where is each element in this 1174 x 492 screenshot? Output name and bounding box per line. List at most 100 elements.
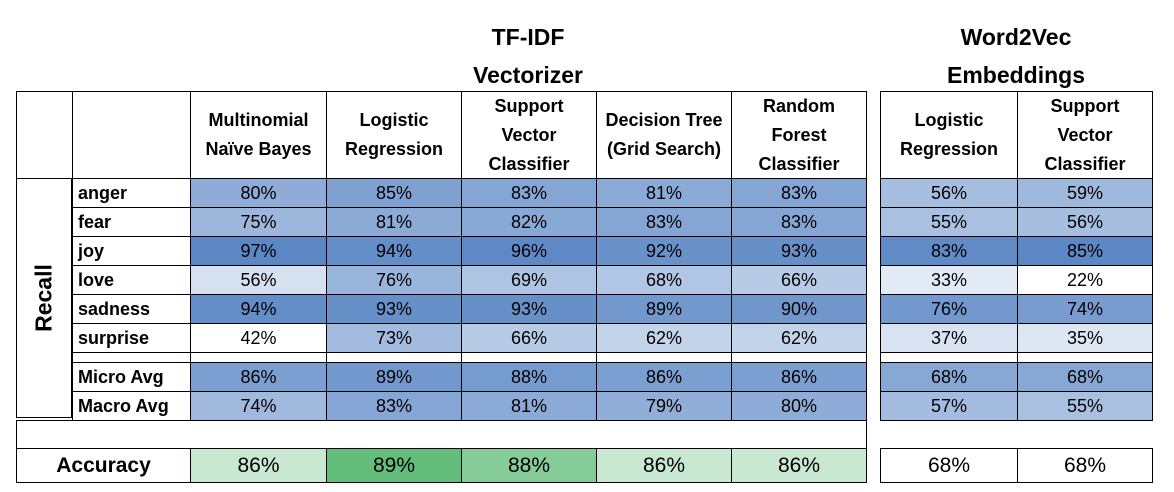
recall-row-anger-value: 56% xyxy=(880,178,1018,208)
recall-row-fear-label: fear xyxy=(72,207,191,237)
recall-row-love-value: 22% xyxy=(1017,265,1153,295)
accuracy-value: 68% xyxy=(1017,448,1153,483)
recall-row-surprise-value: 35% xyxy=(1017,323,1153,353)
column-header: Random Forest Classifier xyxy=(731,91,867,179)
avg-row-1-value: 74% xyxy=(190,391,327,421)
column-header-line: Decision Tree xyxy=(605,110,723,130)
header-corner-recall xyxy=(16,91,73,179)
recall-row-love-value: 76% xyxy=(326,265,462,295)
recall-row-anger-value: 80% xyxy=(190,178,327,208)
word2vec-header-line-2: Embeddings xyxy=(946,62,1085,88)
avg-row-0-value: 88% xyxy=(461,362,597,392)
recall-row-fear-value: 82% xyxy=(461,207,597,237)
column-header-line: Naïve Bayes xyxy=(205,139,312,159)
recall-row-anger-value: 59% xyxy=(1017,178,1153,208)
recall-row-surprise-value: 62% xyxy=(596,323,732,353)
accuracy-value: 86% xyxy=(596,448,732,483)
spacer-row xyxy=(16,420,867,449)
recall-row-fear-value: 75% xyxy=(190,207,327,237)
recall-row-love-value: 56% xyxy=(190,265,327,295)
recall-row-love-value: 69% xyxy=(461,265,597,295)
recall-row-anger-value: 85% xyxy=(326,178,462,208)
recall-row-fear-value: 83% xyxy=(731,207,867,237)
recall-row-fear-value: 83% xyxy=(596,207,732,237)
recall-row-anger-label: anger xyxy=(72,178,191,208)
recall-group-label: Recall xyxy=(16,178,72,418)
column-header-line: Classifier xyxy=(488,153,570,174)
column-header-line: Regression xyxy=(899,139,999,159)
recall-row-joy-value: 94% xyxy=(326,236,462,266)
recall-row-joy-value: 93% xyxy=(731,236,867,266)
recall-row-fear-value: 81% xyxy=(326,207,462,237)
recall-row-sadness-label: sadness xyxy=(72,294,191,324)
column-header-line: Classifier xyxy=(1044,153,1126,174)
accuracy-value: 88% xyxy=(461,448,597,483)
avg-row-0-value: 68% xyxy=(1017,362,1153,392)
recall-row-joy-value: 92% xyxy=(596,236,732,266)
recall-row-fear-value: 55% xyxy=(880,207,1018,237)
accuracy-value: 86% xyxy=(190,448,327,483)
column-header: Logistic Regression xyxy=(880,91,1018,179)
recall-row-joy-value: 85% xyxy=(1017,236,1153,266)
recall-row-sadness-value: 90% xyxy=(731,294,867,324)
column-header-line: Regression xyxy=(344,139,444,159)
recall-row-anger-value: 81% xyxy=(596,178,732,208)
avg-row-0-value: 68% xyxy=(880,362,1018,392)
column-header: Logistic Regression xyxy=(326,91,462,179)
recall-row-surprise-value: 73% xyxy=(326,323,462,353)
recall-row-surprise-value: 62% xyxy=(731,323,867,353)
avg-row-1-label: Macro Avg xyxy=(72,391,191,421)
tfidf-header-line-2: Vectorizer xyxy=(473,62,583,88)
avg-row-1-value: 79% xyxy=(596,391,732,421)
tfidf-header-line-1: TF-IDF xyxy=(491,24,565,50)
recall-row-sadness-value: 89% xyxy=(596,294,732,324)
recall-row-anger-value: 83% xyxy=(461,178,597,208)
avg-row-0-value: 89% xyxy=(326,362,462,392)
recall-row-love-value: 66% xyxy=(731,265,867,295)
word2vec-header-line-1: Word2Vec xyxy=(960,24,1072,50)
accuracy-value: 68% xyxy=(880,448,1018,483)
avg-row-1-value: 83% xyxy=(326,391,462,421)
recall-row-sadness-value: 93% xyxy=(326,294,462,324)
avg-row-0-label: Micro Avg xyxy=(72,362,191,392)
recall-row-surprise-value: 66% xyxy=(461,323,597,353)
recall-row-love-label: love xyxy=(72,265,191,295)
avg-row-1-value: 81% xyxy=(461,391,597,421)
tfidf-header: TF-IDF Vectorizer xyxy=(190,18,866,94)
column-header: Support Vector Classifier xyxy=(461,91,597,179)
recall-row-surprise-value: 37% xyxy=(880,323,1018,353)
recall-row-joy-value: 97% xyxy=(190,236,327,266)
recall-label: Recall xyxy=(30,264,57,332)
recall-row-sadness-value: 93% xyxy=(461,294,597,324)
avg-row-1-value: 55% xyxy=(1017,391,1153,421)
avg-row-0-value: 86% xyxy=(731,362,867,392)
column-header-line: Vector xyxy=(1057,124,1113,145)
recall-row-love-value: 68% xyxy=(596,265,732,295)
accuracy-value: 86% xyxy=(731,448,867,483)
recall-row-sadness-value: 76% xyxy=(880,294,1018,324)
column-header-line: Multinomial xyxy=(208,110,309,130)
recall-row-surprise-value: 42% xyxy=(190,323,327,353)
recall-row-anger-value: 83% xyxy=(731,178,867,208)
header-corner-label xyxy=(72,91,191,179)
column-header-line: Classifier xyxy=(758,153,840,174)
column-header: Decision Tree (Grid Search) xyxy=(596,91,732,179)
column-header-line: Logistic xyxy=(359,110,429,130)
avg-row-0-value: 86% xyxy=(190,362,327,392)
avg-row-1-value: 57% xyxy=(880,391,1018,421)
column-header-line: Logistic xyxy=(914,110,984,130)
column-header-line: Forest xyxy=(771,124,827,145)
recall-row-sadness-value: 74% xyxy=(1017,294,1153,324)
accuracy-value: 89% xyxy=(326,448,462,483)
recall-row-joy-value: 96% xyxy=(461,236,597,266)
recall-row-joy-label: joy xyxy=(72,236,191,266)
column-header: Support Vector Classifier xyxy=(1017,91,1153,179)
column-header-line: (Grid Search) xyxy=(606,139,722,159)
recall-row-love-value: 33% xyxy=(880,265,1018,295)
word2vec-header: Word2Vec Embeddings xyxy=(880,18,1152,94)
column-header-line: Random xyxy=(763,95,835,116)
column-header-line: Vector xyxy=(501,124,557,145)
recall-row-sadness-value: 94% xyxy=(190,294,327,324)
avg-row-0-value: 86% xyxy=(596,362,732,392)
recall-row-fear-value: 56% xyxy=(1017,207,1153,237)
